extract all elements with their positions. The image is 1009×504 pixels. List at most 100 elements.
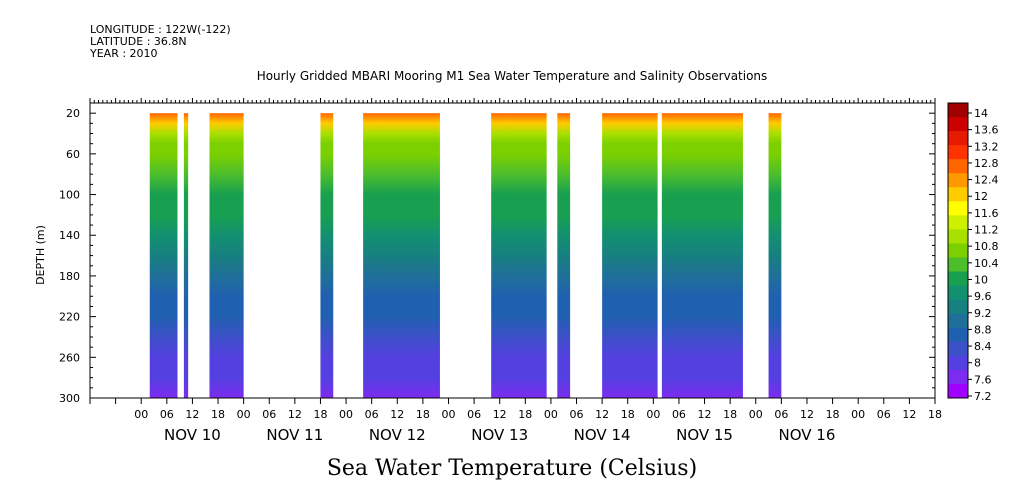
x-tick-label: 06 bbox=[774, 408, 788, 421]
data-segment bbox=[363, 113, 440, 398]
x-tick-label: 12 bbox=[902, 408, 916, 421]
data-segment bbox=[320, 113, 334, 398]
data-segment bbox=[768, 113, 782, 398]
colorbar-swatch bbox=[948, 103, 968, 118]
day-label: NOV 13 bbox=[471, 426, 528, 444]
y-tick-label: 300 bbox=[59, 392, 80, 405]
colorbar-swatch bbox=[948, 285, 968, 301]
colorbar: 14 13.6 13.2 12.8 12.4 12 11.6 11.2 10.8 10.4 10 9.… bbox=[947, 102, 999, 403]
x-tick-label: 00 bbox=[441, 408, 455, 421]
day-label: NOV 16 bbox=[779, 426, 836, 444]
x-tick-label: 00 bbox=[851, 408, 865, 421]
y-tick-label: 100 bbox=[59, 189, 80, 202]
data-segment bbox=[183, 113, 189, 398]
colorbar-label: 12.8 bbox=[974, 157, 999, 170]
colorbar-label: 9.6 bbox=[974, 290, 992, 303]
x-tick-label: 18 bbox=[211, 408, 225, 421]
x-tick-label: 18 bbox=[723, 408, 737, 421]
y-tick-label: 180 bbox=[59, 270, 80, 283]
x-tick-label: 06 bbox=[365, 408, 379, 421]
x-tick-label: 12 bbox=[493, 408, 507, 421]
day-label: NOV 12 bbox=[369, 426, 426, 444]
data-segment bbox=[661, 113, 743, 398]
colorbar-swatch bbox=[948, 117, 968, 132]
colorbar-swatch bbox=[948, 229, 968, 244]
x-tick-label: 00 bbox=[646, 408, 660, 421]
colorbar-label: 11.6 bbox=[974, 207, 999, 220]
colorbar-label: 10 bbox=[974, 273, 988, 286]
day-label: NOV 11 bbox=[266, 426, 323, 444]
colorbar-swatch bbox=[948, 145, 968, 160]
x-tick-label: 06 bbox=[672, 408, 686, 421]
x-tick-label: 12 bbox=[185, 408, 199, 421]
colorbar-swatch bbox=[948, 159, 968, 174]
day-label: NOV 15 bbox=[676, 426, 733, 444]
year-label: YEAR : 2010 bbox=[90, 47, 158, 60]
colorbar-label: 13.2 bbox=[974, 140, 999, 153]
x-tick-label: 00 bbox=[749, 408, 763, 421]
chart-subtitle: Sea Water Temperature (Celsius) bbox=[327, 456, 697, 481]
x-tick-label: 06 bbox=[467, 408, 481, 421]
x-tick-label: 12 bbox=[288, 408, 302, 421]
x-tick-label: 18 bbox=[416, 408, 430, 421]
x-tick-label: 18 bbox=[313, 408, 327, 421]
x-tick-label: 06 bbox=[877, 408, 891, 421]
colorbar-label: 11.2 bbox=[974, 224, 999, 237]
x-tick-label: 00 bbox=[134, 408, 148, 421]
day-label: NOV 14 bbox=[574, 426, 631, 444]
colorbar-label: 7.6 bbox=[974, 373, 992, 386]
x-tick-label: 18 bbox=[928, 408, 942, 421]
colorbar-swatch bbox=[948, 257, 968, 273]
colorbar-label: 12.4 bbox=[974, 174, 999, 187]
x-tick-label: 06 bbox=[262, 408, 276, 421]
x-tick-label: 12 bbox=[800, 408, 814, 421]
y-tick-label: 60 bbox=[66, 148, 80, 161]
x-tick-label: 12 bbox=[390, 408, 404, 421]
x-tick-label: 00 bbox=[237, 408, 251, 421]
colorbar-label: 8.8 bbox=[974, 323, 992, 336]
colorbar-swatch bbox=[948, 341, 968, 357]
x-tick-label: 00 bbox=[544, 408, 558, 421]
x-tick-label: 00 bbox=[339, 408, 353, 421]
data-segment bbox=[209, 113, 244, 398]
data-segment bbox=[557, 113, 571, 398]
colorbar-swatch bbox=[948, 271, 968, 287]
colorbar-swatch bbox=[948, 299, 968, 315]
colorbar-swatch bbox=[948, 383, 968, 399]
colorbar-label: 12 bbox=[974, 190, 988, 203]
colorbar-label: 10.8 bbox=[974, 240, 999, 253]
x-tick-label: 18 bbox=[518, 408, 532, 421]
colorbar-swatch bbox=[948, 313, 968, 329]
colorbar-swatch bbox=[948, 327, 968, 343]
colorbar-label: 8 bbox=[974, 357, 981, 370]
colorbar-swatch bbox=[948, 355, 968, 371]
axes: 00 06 12 18 00 06 12 18 00 06 12 18 00 06 12 18 00 06 12 18… bbox=[59, 98, 942, 444]
y-tick-label: 220 bbox=[59, 311, 80, 324]
x-tick-label: 18 bbox=[826, 408, 840, 421]
colorbar-label: 10.4 bbox=[974, 257, 999, 270]
y-tick-label: 140 bbox=[59, 229, 80, 242]
x-tick-label: 12 bbox=[698, 408, 712, 421]
colorbar-swatch bbox=[948, 215, 968, 230]
y-tick-label: 20 bbox=[66, 107, 80, 120]
colorbar-label: 14 bbox=[974, 107, 988, 120]
data-segment bbox=[602, 113, 658, 398]
x-tick-label: 18 bbox=[621, 408, 635, 421]
colorbar-label: 7.2 bbox=[974, 390, 992, 403]
y-axis-label: DEPTH (m) bbox=[34, 225, 47, 285]
colorbar-swatch bbox=[948, 173, 968, 188]
colorbar-swatch bbox=[948, 243, 968, 259]
colorbar-swatch bbox=[948, 187, 968, 202]
latitude-label: LATITUDE : 36.8N bbox=[90, 35, 187, 48]
data-segment bbox=[491, 113, 547, 398]
colorbar-label: 9.2 bbox=[974, 307, 992, 320]
x-tick-label: 12 bbox=[595, 408, 609, 421]
data-segment bbox=[149, 113, 178, 398]
chart-title: Hourly Gridded MBARI Mooring M1 Sea Wate… bbox=[257, 69, 768, 83]
day-label: NOV 10 bbox=[164, 426, 221, 444]
colorbar-swatch bbox=[948, 131, 968, 146]
x-tick-label: 06 bbox=[570, 408, 584, 421]
colorbar-label: 13.6 bbox=[974, 124, 999, 137]
colorbar-swatch bbox=[948, 369, 968, 385]
